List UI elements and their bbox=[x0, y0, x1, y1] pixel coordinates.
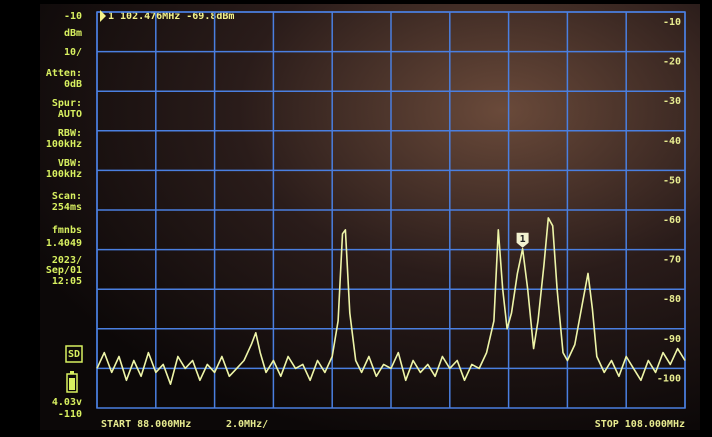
y-tick-label: -70 bbox=[663, 255, 681, 266]
sidebar-text: Scan: bbox=[52, 191, 82, 202]
sidebar-text: RBW: bbox=[58, 128, 82, 139]
sidebar-text: Spur: bbox=[52, 98, 82, 109]
sidebar-text: 10/ bbox=[64, 47, 82, 58]
sidebar-text: VBW: bbox=[58, 158, 82, 169]
y-tick-label: -50 bbox=[663, 175, 681, 186]
start-label: START 88.000MHz bbox=[101, 419, 191, 430]
battery-cap bbox=[70, 371, 74, 374]
sidebar-text: 12:05 bbox=[52, 276, 82, 287]
sidebar-text: 254ms bbox=[52, 202, 82, 213]
bottom-level: -110 bbox=[58, 409, 82, 420]
y-tick-label: -60 bbox=[663, 215, 681, 226]
marker-label: 1 bbox=[520, 234, 526, 245]
sidebar-text: -10 bbox=[64, 11, 82, 22]
sidebar-text: 100kHz bbox=[46, 169, 82, 180]
stop-label: STOP 108.000MHz bbox=[595, 419, 685, 430]
y-tick-label: -40 bbox=[663, 136, 681, 147]
battery-level bbox=[69, 378, 75, 390]
sidebar-text: Sep/01 bbox=[46, 265, 82, 276]
y-tick-label: -20 bbox=[663, 57, 681, 68]
span-label: 2.0MHz/ bbox=[226, 419, 268, 430]
sd-label: SD bbox=[68, 349, 80, 360]
sidebar-text: Atten: bbox=[46, 68, 82, 79]
y-tick-label: -30 bbox=[663, 96, 681, 107]
sidebar-text: dBm bbox=[64, 28, 82, 39]
y-tick-label: -80 bbox=[663, 294, 681, 305]
sidebar-text: 0dB bbox=[64, 79, 82, 90]
sidebar-text: AUTO bbox=[58, 109, 82, 120]
sidebar-text: 4.03v bbox=[52, 397, 82, 408]
y-tick-label: -90 bbox=[663, 334, 681, 345]
sidebar-text: fmnbs bbox=[52, 225, 82, 236]
y-tick-label: -10 bbox=[663, 17, 681, 28]
sidebar-text: 100kHz bbox=[46, 139, 82, 150]
sidebar-text: 1.4049 bbox=[46, 238, 82, 249]
y-tick-label: -100 bbox=[657, 373, 681, 384]
screen: 1 102.476MHz -69.8dBm START 88.000MHz 2.… bbox=[0, 0, 712, 437]
